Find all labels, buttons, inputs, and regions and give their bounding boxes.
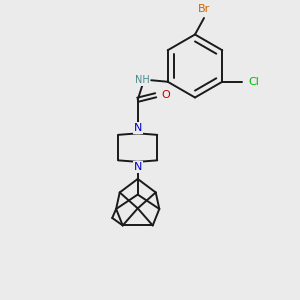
Text: N: N [134, 123, 142, 133]
Text: N: N [134, 162, 142, 172]
Text: Cl: Cl [248, 77, 259, 87]
Text: O: O [162, 90, 171, 100]
Text: Br: Br [198, 4, 210, 14]
Text: NH: NH [135, 75, 150, 85]
